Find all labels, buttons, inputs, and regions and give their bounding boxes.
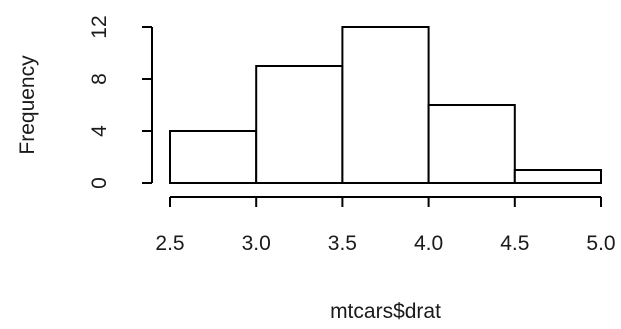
x-tick-label-1: 3.0 <box>242 232 271 255</box>
y-tick-label-0: 0 <box>88 177 111 189</box>
x-axis-ticks: 2.5 3.0 3.5 4.0 4.5 5.0 <box>155 197 616 255</box>
histogram-bars <box>169 26 602 184</box>
y-axis-title: Frequency <box>16 55 39 155</box>
x-tick-label-2: 3.5 <box>328 232 357 255</box>
histogram-bar-2 <box>341 26 430 184</box>
x-tick-label-4: 4.5 <box>500 232 529 255</box>
x-tick-label-3: 4.0 <box>414 232 443 255</box>
x-axis-title: mtcars$drat <box>330 300 441 323</box>
histogram-bar-4 <box>513 169 602 184</box>
y-tick-label-3: 12 <box>88 15 111 38</box>
histogram-bar-1 <box>255 65 344 184</box>
x-tick-label-5: 5.0 <box>586 232 615 255</box>
x-tick-label-0: 2.5 <box>155 232 184 255</box>
y-axis-ticks: 0 4 8 12 <box>88 15 152 189</box>
y-tick-label-2: 8 <box>88 73 111 85</box>
histogram-bar-3 <box>427 104 516 184</box>
y-tick-label-1: 4 <box>88 125 111 137</box>
histogram-bar-0 <box>169 130 258 184</box>
